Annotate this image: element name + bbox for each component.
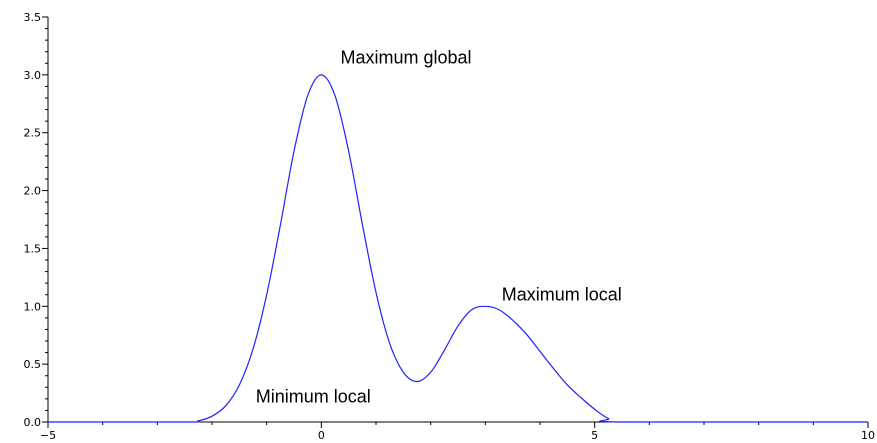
x-tick-label: 0 bbox=[318, 429, 325, 442]
y-tick-label: 2.0 bbox=[24, 185, 42, 198]
y-tick-label: 2.5 bbox=[24, 127, 42, 140]
annotations: Maximum global Maximum local Minimum local bbox=[256, 47, 622, 406]
annotation-label: Maximum local bbox=[502, 285, 622, 305]
y-tick-label: 0.0 bbox=[24, 416, 42, 429]
y-tick-label: 3.0 bbox=[24, 69, 42, 82]
x-tick-label: 10 bbox=[861, 429, 875, 442]
series bbox=[47, 74, 868, 423]
y-tick-label: 3.5 bbox=[24, 11, 42, 24]
annotation-label: Minimum local bbox=[256, 386, 371, 406]
annotation-label: Maximum global bbox=[340, 47, 471, 67]
x-tick-label: −5 bbox=[40, 429, 56, 442]
y-tick-label: 0.5 bbox=[24, 358, 42, 371]
ticks: 0.0 0.5 1.0 1.5 2.0 2.5 3.0 3.5 −5 0 5 10 bbox=[24, 11, 876, 442]
x-tick-label: 5 bbox=[591, 429, 598, 442]
y-tick-label: 1.5 bbox=[24, 242, 42, 255]
axes bbox=[47, 17, 868, 423]
series-line bbox=[47, 74, 868, 423]
y-tick-label: 1.0 bbox=[24, 300, 42, 313]
